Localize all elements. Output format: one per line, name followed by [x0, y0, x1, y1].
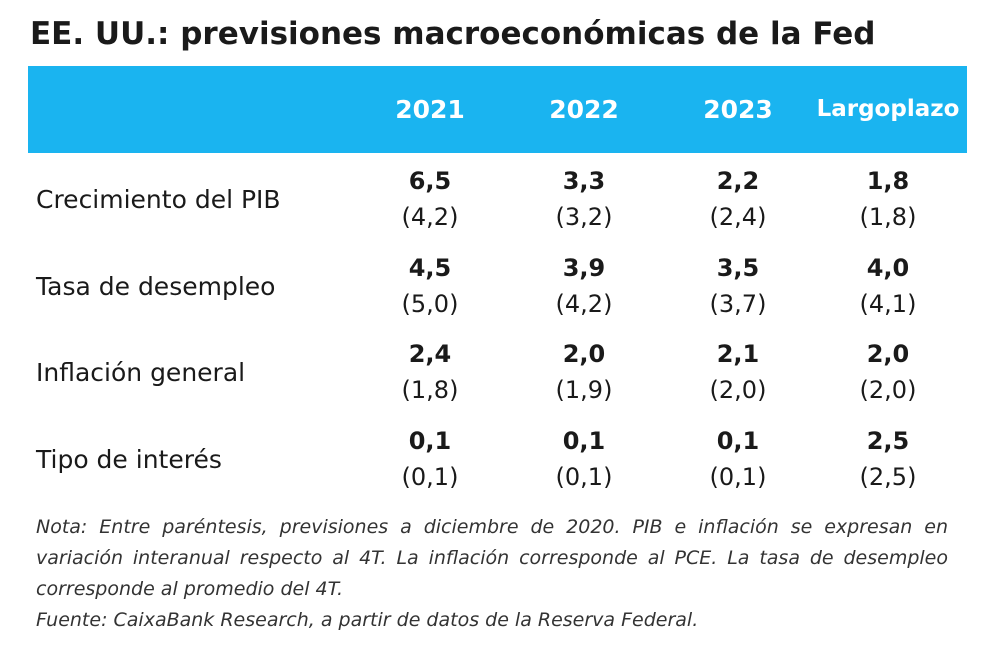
current-forecast-value: 1,8	[866, 167, 910, 195]
current-forecast-value: 3,9	[562, 254, 606, 282]
row-label: Inflación general	[36, 358, 246, 387]
current-forecast-value: 0,1	[716, 427, 760, 455]
previous-forecast-value: (0,1)	[555, 463, 613, 491]
column-header-text: 2023	[703, 94, 773, 124]
column-header: Largo plazo	[813, 66, 963, 153]
previous-forecast-value: (2,4)	[709, 203, 767, 231]
current-forecast-value: 4,0	[866, 254, 910, 282]
table-cell: 0,1 (0,1)	[663, 423, 813, 495]
current-forecast-value: 0,1	[562, 427, 606, 455]
table-cell: 3,9 (4,2)	[509, 250, 659, 322]
current-forecast-value: 2,5	[866, 427, 910, 455]
column-header-text: Largo	[816, 95, 891, 122]
current-forecast-value: 2,0	[866, 340, 910, 368]
table-cell: 0,1 (0,1)	[509, 423, 659, 495]
note-text: Nota: Entre paréntesis, previsiones a di…	[36, 516, 948, 600]
current-forecast-value: 2,2	[716, 167, 760, 195]
table-cell: 3,3 (3,2)	[509, 163, 659, 235]
previous-forecast-value: (1,8)	[401, 376, 459, 404]
column-header: 2021	[355, 66, 505, 153]
current-forecast-value: 2,1	[716, 340, 760, 368]
current-forecast-value: 3,5	[716, 254, 760, 282]
column-header: 2022	[509, 66, 659, 153]
current-forecast-value: 2,4	[408, 340, 452, 368]
page-title: EE. UU.: previsiones macroeconómicas de …	[30, 16, 876, 52]
previous-forecast-value: (5,0)	[401, 290, 459, 318]
table-header-band	[28, 66, 967, 153]
previous-forecast-value: (3,2)	[555, 203, 613, 231]
column-header-text: plazo	[890, 95, 960, 122]
previous-forecast-value: (0,1)	[401, 463, 459, 491]
table-cell: 0,1 (0,1)	[355, 423, 505, 495]
previous-forecast-value: (4,1)	[859, 290, 917, 318]
row-label: Tasa de desempleo	[36, 272, 276, 301]
table-cell: 2,0 (1,9)	[509, 336, 659, 408]
column-header-text: 2022	[549, 94, 619, 124]
table-cell: 4,0 (4,1)	[813, 250, 963, 322]
table-cell: 4,5 (5,0)	[355, 250, 505, 322]
current-forecast-value: 2,0	[562, 340, 606, 368]
previous-forecast-value: (1,8)	[859, 203, 917, 231]
table-cell: 2,1 (2,0)	[663, 336, 813, 408]
row-label: Tipo de interés	[36, 445, 222, 474]
table-cell: 3,5 (3,7)	[663, 250, 813, 322]
table-cell: 2,4 (1,8)	[355, 336, 505, 408]
table-cell: 2,2 (2,4)	[663, 163, 813, 235]
table-cell: 1,8 (1,8)	[813, 163, 963, 235]
table-cell: 6,5 (4,2)	[355, 163, 505, 235]
previous-forecast-value: (4,2)	[401, 203, 459, 231]
previous-forecast-value: (2,5)	[859, 463, 917, 491]
column-header: 2023	[663, 66, 813, 153]
previous-forecast-value: (1,9)	[555, 376, 613, 404]
source-text: Fuente: CaixaBank Research, a partir de …	[36, 609, 699, 631]
table-cell: 2,0 (2,0)	[813, 336, 963, 408]
current-forecast-value: 4,5	[408, 254, 452, 282]
table-cell: 2,5 (2,5)	[813, 423, 963, 495]
current-forecast-value: 6,5	[408, 167, 452, 195]
previous-forecast-value: (2,0)	[859, 376, 917, 404]
previous-forecast-value: (0,1)	[709, 463, 767, 491]
column-header-text: 2021	[395, 94, 465, 124]
current-forecast-value: 3,3	[562, 167, 606, 195]
previous-forecast-value: (2,0)	[709, 376, 767, 404]
previous-forecast-value: (4,2)	[555, 290, 613, 318]
current-forecast-value: 0,1	[408, 427, 452, 455]
notes-block: Nota: Entre paréntesis, previsiones a di…	[36, 512, 948, 636]
previous-forecast-value: (3,7)	[709, 290, 767, 318]
row-label: Crecimiento del PIB	[36, 185, 281, 214]
